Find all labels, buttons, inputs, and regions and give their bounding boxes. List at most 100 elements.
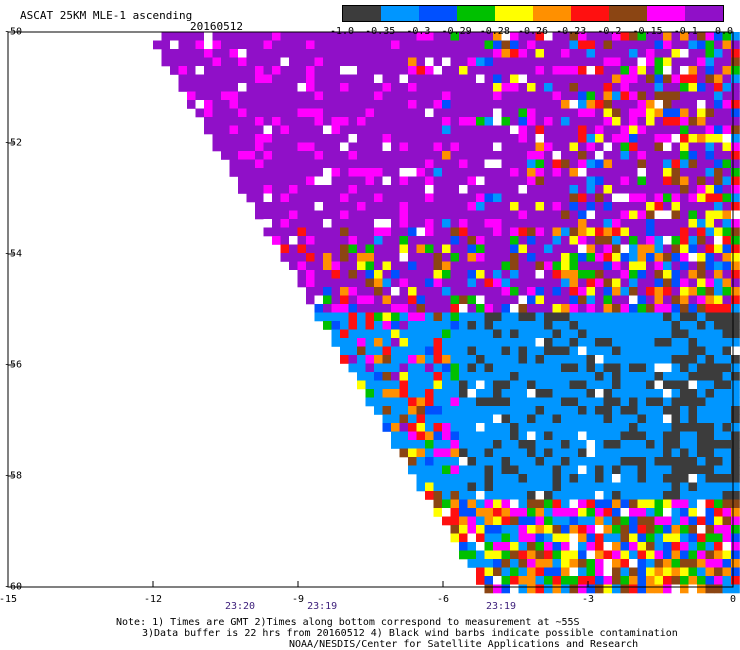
data-cell (671, 142, 681, 152)
data-cell (697, 151, 706, 160)
data-cell (663, 117, 672, 126)
data-cell (637, 168, 647, 177)
data-cell (399, 176, 409, 186)
data-cell (561, 491, 570, 500)
data-cell (544, 423, 553, 432)
data-cell (663, 253, 672, 262)
data-cell (620, 57, 630, 67)
data-cell (297, 236, 307, 245)
data-cell (722, 559, 732, 568)
data-cell (680, 159, 689, 169)
data-cell (603, 304, 613, 313)
data-cell (663, 363, 672, 373)
data-cell (654, 57, 664, 67)
data-cell (365, 372, 375, 381)
data-cell (467, 270, 477, 279)
data-cell (433, 40, 443, 50)
data-cell (595, 448, 604, 458)
data-cell (357, 176, 366, 186)
data-cell (433, 49, 443, 58)
data-cell (195, 74, 205, 84)
data-cell (493, 406, 502, 415)
data-cell (459, 355, 468, 364)
data-cell (484, 474, 494, 483)
data-cell (688, 49, 698, 58)
data-cell (561, 346, 570, 356)
data-cell (731, 525, 740, 534)
data-cell (714, 346, 723, 356)
data-cell (442, 448, 451, 458)
data-cell (408, 125, 417, 135)
data-cell (544, 576, 553, 585)
data-cell (663, 83, 672, 92)
data-cell (595, 159, 604, 169)
data-cell (697, 423, 706, 432)
data-cell (646, 397, 655, 407)
data-cell (552, 329, 562, 339)
data-cell (280, 134, 290, 143)
data-cell (365, 185, 375, 194)
data-cell (314, 134, 324, 143)
data-cell (399, 244, 409, 254)
data-cell (187, 49, 196, 58)
data-cell (552, 474, 562, 483)
data-cell (535, 219, 545, 228)
data-cell (680, 193, 689, 203)
data-cell (561, 185, 570, 194)
data-cell (586, 550, 596, 560)
data-cell (476, 329, 485, 339)
data-cell (671, 100, 681, 109)
data-cell (518, 329, 528, 339)
data-cell (476, 278, 485, 288)
data-cell (246, 185, 256, 194)
data-cell (637, 482, 647, 492)
data-cell (433, 125, 443, 135)
data-cell (620, 372, 630, 381)
data-cell (586, 278, 596, 288)
data-cell (612, 576, 621, 585)
data-cell (476, 159, 485, 169)
data-cell (612, 516, 621, 526)
data-cell (586, 125, 596, 135)
data-cell (425, 457, 434, 466)
data-cell (569, 185, 579, 194)
data-cell (569, 40, 579, 50)
data-cell (620, 74, 630, 84)
data-cell (637, 474, 647, 483)
data-cell (467, 414, 477, 424)
data-cell (722, 219, 732, 228)
data-cell (535, 423, 545, 432)
data-cell (527, 567, 536, 577)
data-cell (476, 516, 485, 526)
data-cell (467, 91, 477, 101)
data-cell (586, 397, 596, 407)
data-cell (561, 525, 570, 534)
data-cell (569, 244, 579, 254)
data-cell (544, 389, 553, 398)
data-cell (620, 236, 630, 245)
data-cell (391, 338, 400, 347)
data-cell (629, 244, 638, 254)
data-cell (731, 117, 740, 126)
data-cell (382, 236, 392, 245)
data-cell (697, 482, 706, 492)
data-cell (722, 83, 732, 92)
data-cell (501, 176, 511, 186)
data-cell (331, 117, 341, 126)
data-cell (595, 465, 604, 475)
data-cell (697, 312, 706, 322)
data-cell (399, 295, 409, 305)
data-cell (680, 499, 689, 509)
data-cell (603, 117, 613, 126)
data-cell (263, 202, 273, 211)
data-cell (357, 117, 366, 126)
data-cell (399, 66, 409, 75)
data-cell (365, 355, 375, 364)
data-cell (476, 525, 485, 534)
data-cell (459, 525, 468, 534)
data-cell (535, 525, 545, 534)
data-cell (586, 219, 596, 228)
data-cell (629, 482, 638, 492)
data-cell (442, 236, 451, 245)
